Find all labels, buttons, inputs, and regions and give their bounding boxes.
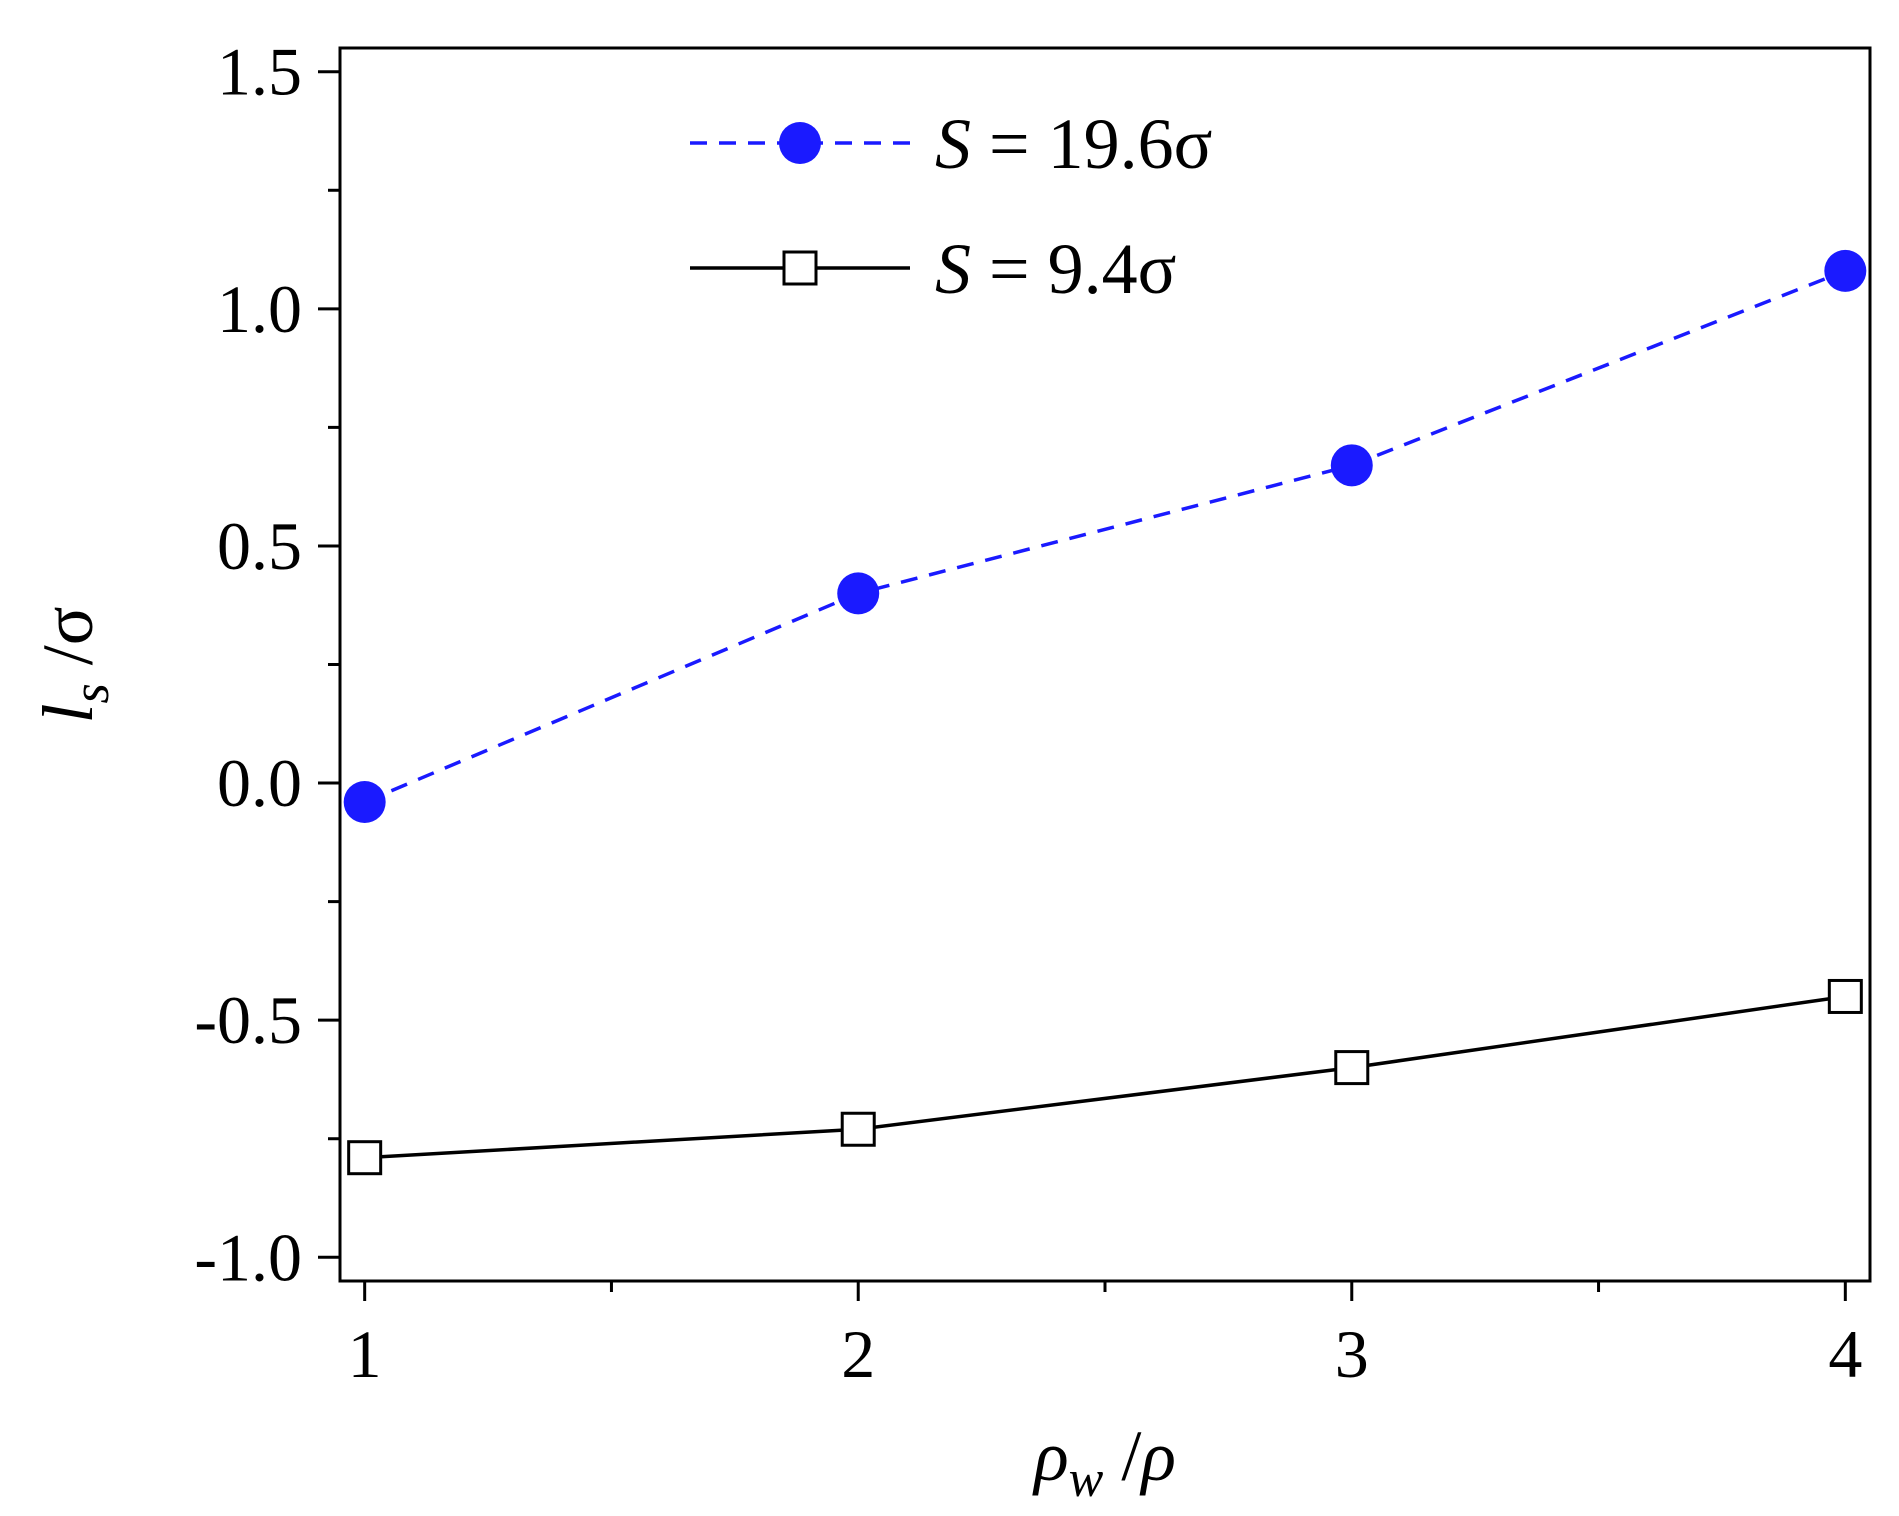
legend-marker-square: [782, 250, 818, 286]
y-axis-title: ls /σ: [28, 606, 120, 723]
y-tick-label: 1.0: [217, 271, 302, 347]
data-point-circle: [837, 572, 880, 615]
legend-label-2: S = 9.4σ: [935, 229, 1176, 309]
axis-ticks: -1.0 -0.5 0.0 0.5 1.0 1.5 1 2 3 4: [194, 34, 1862, 1392]
data-point-square: [347, 1140, 383, 1176]
y-tick-label: 0.5: [217, 508, 302, 584]
series-layer: [343, 249, 1867, 1176]
data-point-circle: [1330, 444, 1373, 487]
y-tick-label: -0.5: [194, 982, 302, 1058]
data-point-square: [840, 1111, 876, 1147]
data-point-circle: [343, 781, 386, 824]
series-line-1: [363, 269, 1846, 804]
legend-label-1: S = 19.6σ: [935, 104, 1212, 184]
data-point-square: [1827, 978, 1863, 1014]
x-axis-title: ρw /ρ: [1032, 1416, 1176, 1508]
y-tick-label: 1.5: [217, 34, 302, 110]
x-tick-label: 4: [1828, 1316, 1862, 1392]
x-tick-label: 3: [1335, 1316, 1369, 1392]
series-line-2: [364, 994, 1846, 1160]
y-tick-label: 0.0: [217, 745, 302, 821]
y-tick-label: -1.0: [194, 1219, 302, 1295]
legend: S = 19.6σ S = 9.4σ: [690, 104, 1212, 309]
legend-marker-circle: [779, 122, 821, 164]
data-point-circle: [1824, 249, 1867, 292]
data-point-square: [1334, 1050, 1370, 1086]
x-tick-label: 2: [841, 1316, 875, 1392]
x-tick-label: 1: [348, 1316, 382, 1392]
